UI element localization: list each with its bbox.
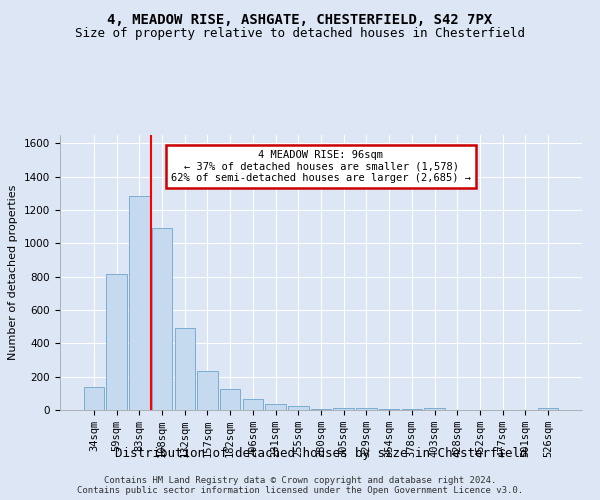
Bar bbox=[401, 408, 422, 410]
Bar bbox=[311, 408, 331, 410]
Bar bbox=[424, 408, 445, 410]
Bar bbox=[106, 274, 127, 410]
Text: Distribution of detached houses by size in Chesterfield: Distribution of detached houses by size … bbox=[115, 448, 527, 460]
Text: Size of property relative to detached houses in Chesterfield: Size of property relative to detached ho… bbox=[75, 28, 525, 40]
Y-axis label: Number of detached properties: Number of detached properties bbox=[8, 185, 19, 360]
Text: 4 MEADOW RISE: 96sqm
← 37% of detached houses are smaller (1,578)
62% of semi-de: 4 MEADOW RISE: 96sqm ← 37% of detached h… bbox=[171, 150, 471, 183]
Bar bbox=[379, 408, 400, 410]
Bar bbox=[242, 399, 263, 410]
Bar bbox=[356, 408, 377, 410]
Bar bbox=[334, 408, 354, 410]
Bar bbox=[538, 408, 558, 410]
Bar bbox=[197, 371, 218, 410]
Bar bbox=[152, 228, 172, 410]
Bar bbox=[288, 406, 308, 410]
Text: 4, MEADOW RISE, ASHGATE, CHESTERFIELD, S42 7PX: 4, MEADOW RISE, ASHGATE, CHESTERFIELD, S… bbox=[107, 12, 493, 26]
Bar bbox=[265, 404, 286, 410]
Bar bbox=[84, 386, 104, 410]
Bar bbox=[175, 328, 195, 410]
Bar bbox=[129, 196, 149, 410]
Bar bbox=[220, 388, 241, 410]
Text: Contains HM Land Registry data © Crown copyright and database right 2024.
Contai: Contains HM Land Registry data © Crown c… bbox=[77, 476, 523, 495]
